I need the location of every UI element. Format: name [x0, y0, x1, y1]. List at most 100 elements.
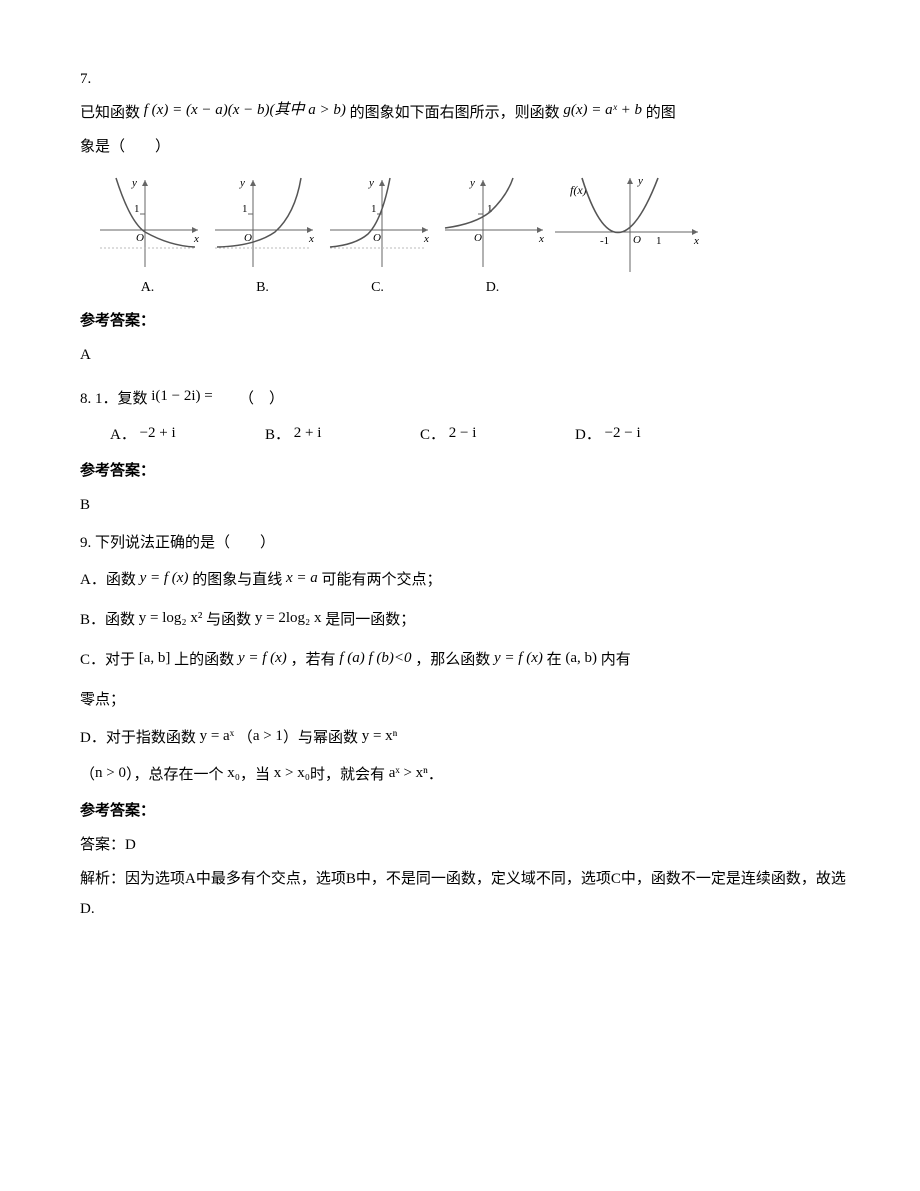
q8-stem: 8. 1．复数 i(1 − 2i) = （ ）	[80, 384, 850, 414]
q9-option-c: C．对于 [a, b] 上的函数 y = f (x) ，若有 f (a) f (…	[80, 642, 850, 678]
q7-label-b: B.	[256, 274, 269, 302]
svg-text:y: y	[368, 177, 374, 189]
q9-d-l2-pre: （	[80, 767, 95, 783]
q9-stem: 9. 下列说法正确的是（ ）	[80, 528, 850, 558]
q9-d-l2-post: ．	[428, 767, 443, 783]
q9-c-mid2: ，若有	[291, 652, 336, 668]
q9-b-m2: y = 2log₂ x	[255, 610, 322, 626]
q8-label-b: B．	[265, 427, 290, 443]
q7-graph-fx: x y f(x) O -1 1	[550, 172, 705, 298]
svg-text:x: x	[308, 233, 314, 245]
q8-label-d: D．	[575, 427, 601, 443]
q7-label-d: D.	[486, 274, 500, 302]
q8-choice-a: A． −2 + i	[110, 420, 265, 450]
q7-graph-a-svg: x y 1 O	[90, 172, 205, 272]
q7-stem-post: 的图	[646, 105, 676, 121]
q9-b-m1: y = log₂ x²	[139, 610, 203, 626]
q9-c-m5: (a, b)	[565, 650, 597, 666]
q9-c-m2: y = f (x)	[238, 650, 287, 666]
q9-d-m2: a > 1	[253, 728, 283, 744]
q7-graph-fx-svg: x y f(x) O -1 1	[550, 172, 705, 282]
q9-num: 9.	[80, 535, 91, 551]
q7-graph-d-svg: x y 1 O	[435, 172, 550, 272]
q9-b-pre: B．函数	[80, 612, 135, 628]
svg-text:y: y	[469, 177, 475, 189]
q9-b-mid: 与函数	[206, 612, 251, 628]
q9-c-mid1: 上的函数	[174, 652, 234, 668]
q7-stem-mid: 的图象如下面右图所示，则函数	[350, 105, 560, 121]
svg-text:O: O	[633, 234, 641, 246]
q8-expr: i(1 − 2i) =	[151, 388, 213, 404]
q8-label-c: C．	[420, 427, 445, 443]
q9-option-b: B．函数 y = log₂ x² 与函数 y = 2log₂ x 是同一函数；	[80, 602, 850, 638]
q9-d-m4: n > 0	[95, 765, 126, 781]
q9-b-post: 是同一函数；	[325, 612, 415, 628]
svg-text:1: 1	[656, 235, 662, 247]
q7-graph-c-svg: x y 1 O	[320, 172, 435, 272]
svg-text:1: 1	[371, 203, 377, 215]
svg-text:O: O	[474, 232, 482, 244]
q9-c-m4: y = f (x)	[494, 650, 543, 666]
q7-graph-b-svg: x y 1 O	[205, 172, 320, 272]
q7-stem-pre: 已知函数	[80, 105, 140, 121]
q9-c-m3: f (a) f (b)<0	[339, 650, 411, 666]
svg-text:y: y	[637, 175, 643, 187]
q7-number: 7.	[80, 64, 850, 94]
q9-c-m1: [a, b]	[139, 650, 171, 666]
q7-fx-expr: f (x) = (x − a)(x − b)(其中 a > b)	[144, 102, 346, 118]
svg-text:1: 1	[134, 203, 140, 215]
svg-text:1: 1	[242, 203, 248, 215]
q8-choice-d: D． −2 − i	[575, 420, 730, 450]
q9-d-l2-mid3: 时，就会有	[310, 767, 385, 783]
q9-d-m7: aˣ > xⁿ	[389, 765, 428, 781]
q8-val-c: 2 − i	[449, 425, 477, 441]
q8-answer: B	[80, 490, 850, 520]
svg-text:x: x	[193, 233, 199, 245]
q9-d-m3: y = xⁿ	[362, 728, 398, 744]
q9-explain: 解析：因为选项A中最多有个交点，选项B中，不是同一函数，定义域不同，选项C中，函…	[80, 864, 850, 924]
q9-stem-text: 下列说法正确的是（ ）	[91, 535, 275, 551]
q7-answer-label: 参考答案：	[80, 306, 850, 336]
q9-d-l2-mid2: ，当	[240, 767, 270, 783]
q9-option-d-line2: （n > 0），总存在一个 x₀，当 x > x₀时，就会有 aˣ > xⁿ．	[80, 759, 850, 792]
q7-graph-a: x y 1 O A.	[90, 172, 205, 302]
q9-c-pre: C．对于	[80, 652, 135, 668]
q9-d-pre: D．对于指数函数	[80, 730, 196, 746]
q9-c-post: 内有	[601, 652, 631, 668]
q9-a-post: 可能有两个交点；	[322, 572, 442, 588]
q7-answer: A	[80, 340, 850, 370]
q9-c-mid3: ，那么函数	[415, 652, 490, 668]
q7-stem-line1: 已知函数 f (x) = (x − a)(x − b)(其中 a > b) 的图…	[80, 98, 850, 128]
q9-d-m6: x > x₀	[274, 765, 310, 781]
svg-text:O: O	[136, 232, 144, 244]
svg-text:O: O	[373, 232, 381, 244]
q8-choices: A． −2 + i B． 2 + i C． 2 − i D． −2 − i	[110, 420, 850, 450]
q9-d-mid2: ）与幂函数	[283, 730, 358, 746]
svg-text:y: y	[239, 177, 245, 189]
svg-text:y: y	[131, 177, 137, 189]
q9-option-a: A．函数 y = f (x) 的图象与直线 x = a 可能有两个交点；	[80, 562, 850, 598]
q8-answer-label: 参考答案：	[80, 456, 850, 486]
q9-c-mid4: 在	[547, 652, 562, 668]
q7-label-a: A.	[141, 274, 155, 302]
q9-a-pre: A．函数	[80, 572, 136, 588]
q9-d-m5: x₀	[227, 765, 240, 781]
q9-a-mid: 的图象与直线	[192, 572, 282, 588]
svg-text:x: x	[693, 235, 699, 247]
q7-graph-b: x y 1 O B.	[205, 172, 320, 302]
q8-blank: （ ）	[217, 391, 285, 407]
svg-text:x: x	[538, 233, 544, 245]
svg-text:-1: -1	[600, 235, 609, 247]
q7-gx-expr: g(x) = aˣ + b	[563, 102, 642, 118]
q9-d-l2-mid1: ），总存在一个	[126, 767, 224, 783]
q7-graph-c: x y 1 O C.	[320, 172, 435, 302]
q7-label-c: C.	[371, 274, 384, 302]
q9-option-c-line2: 零点；	[80, 682, 850, 718]
q9-option-d: D．对于指数函数 y = aˣ （a > 1）与幂函数 y = xⁿ	[80, 722, 850, 755]
q9-d-mid1: （	[238, 730, 253, 746]
q9-answer-label: 参考答案：	[80, 796, 850, 826]
q9-answer-line: 答案：D	[80, 830, 850, 860]
q7-graphs-row: x y 1 O A. x y 1 O B.	[90, 172, 850, 302]
q9-d-m1: y = aˣ	[200, 728, 234, 744]
q8-choice-c: C． 2 − i	[420, 420, 575, 450]
